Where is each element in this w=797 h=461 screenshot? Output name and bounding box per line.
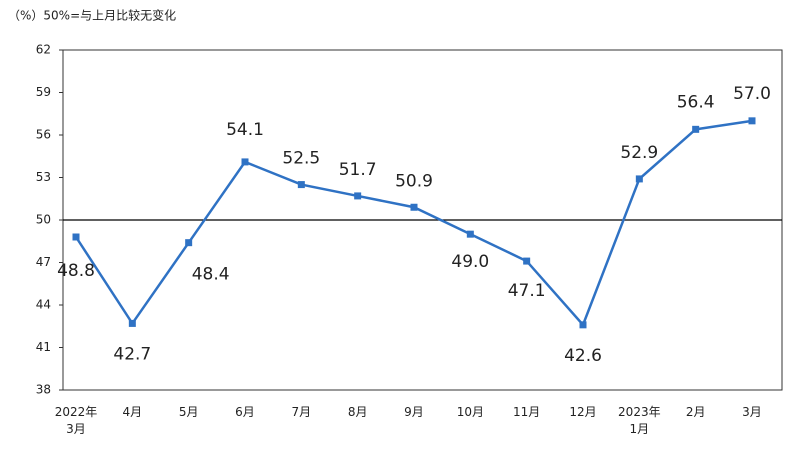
data-label: 42.6: [564, 346, 602, 366]
data-label: 42.7: [113, 344, 151, 364]
data-label: 49.0: [451, 252, 489, 272]
y-tick-label: 38: [36, 383, 51, 397]
marker: [241, 158, 249, 166]
x-tick-label: 2月: [686, 405, 706, 419]
marker: [185, 239, 193, 247]
marker: [692, 125, 700, 133]
y-tick-label: 44: [36, 298, 51, 312]
data-label: 54.1: [226, 120, 264, 140]
x-tick-label: 2022年 3月: [55, 405, 98, 436]
data-label: 52.5: [282, 149, 320, 169]
y-tick-label: 47: [36, 255, 51, 269]
y-tick-label: 53: [36, 170, 51, 184]
marker: [72, 233, 80, 241]
data-label: 56.4: [677, 92, 715, 112]
data-label: 52.9: [620, 143, 658, 163]
x-tick-label: 10月: [457, 405, 484, 419]
data-label: 57.0: [733, 84, 771, 104]
y-tick-label: 62: [36, 43, 51, 57]
marker: [410, 203, 418, 211]
y-tick-label: 59: [36, 85, 51, 99]
x-tick-label: 7月: [292, 405, 312, 419]
marker: [635, 175, 643, 183]
marker: [297, 181, 305, 189]
marker: [579, 321, 587, 329]
data-label: 47.1: [508, 281, 546, 301]
data-label: 50.9: [395, 171, 433, 191]
x-tick-label: 2023年 1月: [618, 405, 661, 436]
x-tick-label: 5月: [179, 405, 199, 419]
y-tick-label: 50: [36, 213, 51, 227]
y-tick-label: 56: [36, 128, 51, 142]
y-tick-label: 41: [36, 340, 51, 354]
marker: [523, 257, 531, 265]
x-tick-label: 12月: [569, 405, 596, 419]
data-label: 48.4: [192, 265, 230, 285]
x-tick-label: 9月: [404, 405, 424, 419]
x-tick-label: 8月: [348, 405, 368, 419]
x-tick-label: 6月: [235, 405, 255, 419]
marker: [354, 192, 362, 200]
marker: [466, 230, 474, 238]
marker: [128, 319, 136, 327]
x-tick-label: 11月: [513, 405, 540, 419]
x-tick-label: 3月: [742, 405, 762, 419]
marker: [748, 117, 756, 125]
data-label: 51.7: [339, 160, 377, 180]
data-label: 48.8: [57, 261, 95, 281]
x-tick-label: 4月: [123, 405, 143, 419]
chart-subtitle: （%）50%=与上月比较无变化: [8, 8, 176, 23]
